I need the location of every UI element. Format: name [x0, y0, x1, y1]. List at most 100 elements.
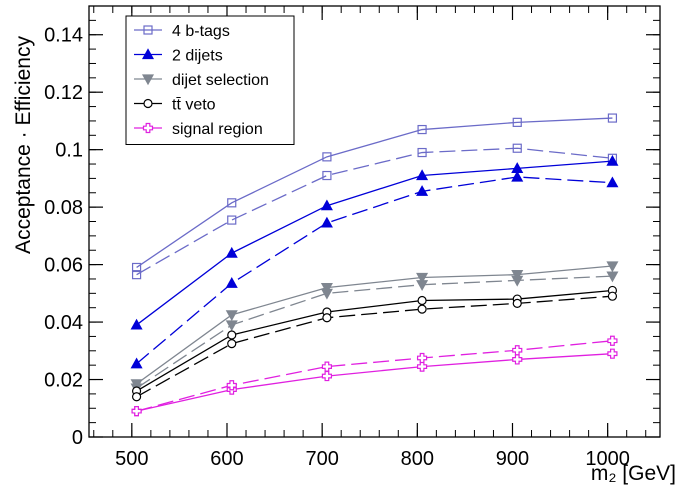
- legend-entry: signal region: [134, 121, 263, 138]
- data-point: [131, 262, 142, 273]
- legend: 4 b-tags 2 dijets dijet selection tt̄ veto s…: [125, 15, 295, 145]
- data-point: [130, 318, 143, 330]
- series-0: [131, 113, 618, 273]
- legend-marker: [141, 74, 155, 86]
- data-point: [511, 270, 524, 281]
- data-point: [606, 261, 619, 273]
- data-point: [511, 170, 524, 182]
- legend-label: 2 dijets: [172, 48, 223, 65]
- data-point: [227, 339, 237, 349]
- series-9: [131, 335, 618, 417]
- data-point: [606, 176, 619, 188]
- data-point: [416, 169, 429, 181]
- x-tick-label: 600: [210, 448, 243, 470]
- data-point: [227, 330, 237, 340]
- data-point: [321, 361, 333, 372]
- data-point: [321, 370, 333, 382]
- data-point: [227, 215, 237, 225]
- series-line: [136, 353, 613, 412]
- series-line: [136, 147, 613, 276]
- legend-entry: 4 b-tags: [134, 23, 230, 40]
- data-point: [607, 113, 618, 123]
- data-point: [225, 320, 238, 332]
- series-line: [136, 295, 613, 398]
- data-point: [607, 348, 618, 359]
- x-tick-label: 900: [496, 448, 529, 470]
- x-tick-label: 500: [115, 448, 148, 470]
- data-point: [131, 270, 142, 280]
- data-point: [320, 282, 333, 294]
- y-tick-label: 0.02: [44, 370, 83, 392]
- data-point: [320, 288, 333, 300]
- series-line: [136, 265, 613, 385]
- data-point: [322, 152, 332, 162]
- series-6: [131, 285, 618, 396]
- series-1: [131, 143, 618, 280]
- data-point: [416, 272, 429, 284]
- y-tick-label: 0.12: [44, 82, 83, 104]
- data-point: [512, 143, 522, 153]
- x-tick-label: 1000: [585, 448, 630, 470]
- y-tick-label: 0.1: [55, 140, 83, 162]
- y-tick-label: 0.06: [44, 255, 83, 277]
- data-point: [606, 271, 619, 283]
- legend-label: 4 b-tags: [172, 23, 230, 40]
- series-line: [136, 117, 613, 269]
- data-point: [511, 275, 524, 287]
- data-point: [225, 246, 238, 258]
- series-4: [130, 261, 619, 391]
- legend-marker: [143, 25, 153, 35]
- series-2: [130, 154, 619, 330]
- data-point: [226, 380, 237, 391]
- x-axis-label: m₂ [GeV]: [591, 462, 676, 485]
- data-point: [416, 185, 429, 196]
- data-point: [512, 117, 522, 127]
- series-3: [130, 170, 619, 369]
- axes: 0 0.02 0.04 0.06 0.08 0.1 0.12 0.14 500 600 700 800…: [44, 5, 660, 470]
- series-5: [130, 271, 619, 395]
- data-point: [225, 277, 238, 288]
- series-line: [136, 289, 613, 392]
- legend-box: [125, 15, 295, 145]
- series-line: [136, 275, 613, 389]
- y-tick-label: 0: [72, 427, 83, 449]
- series-line: [136, 340, 613, 412]
- series-line: [136, 176, 613, 365]
- series-line: [136, 160, 613, 326]
- legend-entry: 2 dijets: [134, 48, 223, 65]
- y-tick-label: 0.04: [44, 312, 83, 334]
- data-point: [417, 124, 427, 135]
- y-tick-label: 0.14: [44, 25, 83, 47]
- legend-entry: dijet selection: [134, 72, 269, 89]
- data-point: [227, 198, 237, 208]
- legend-marker: [142, 122, 154, 134]
- data-point: [131, 406, 142, 417]
- legend-entry: tt̄ veto: [134, 97, 216, 114]
- data-point: [416, 280, 429, 291]
- data-point: [225, 310, 238, 322]
- legend-marker: [143, 98, 153, 109]
- y-tick-label: 0.08: [44, 197, 83, 219]
- legend-label: tt̄ veto: [172, 97, 216, 114]
- data-point: [512, 345, 523, 356]
- data-point: [417, 147, 427, 158]
- y-axis-label: Acceptance · Efficiency: [12, 36, 35, 254]
- data-point: [320, 199, 333, 211]
- data-point: [416, 361, 428, 372]
- data-point: [607, 291, 618, 301]
- legend-label: signal region: [172, 121, 263, 138]
- series-7: [131, 291, 618, 402]
- data-point: [417, 304, 427, 314]
- legend-label: dijet selection: [172, 72, 269, 89]
- data-point: [322, 313, 332, 323]
- series-layer: [130, 113, 619, 417]
- data-point: [131, 392, 142, 402]
- data-point: [320, 216, 333, 228]
- data-point: [607, 335, 618, 346]
- data-point: [130, 357, 143, 369]
- data-point: [512, 354, 523, 365]
- legend-marker: [141, 48, 155, 60]
- data-point: [512, 298, 522, 308]
- data-point: [416, 352, 428, 364]
